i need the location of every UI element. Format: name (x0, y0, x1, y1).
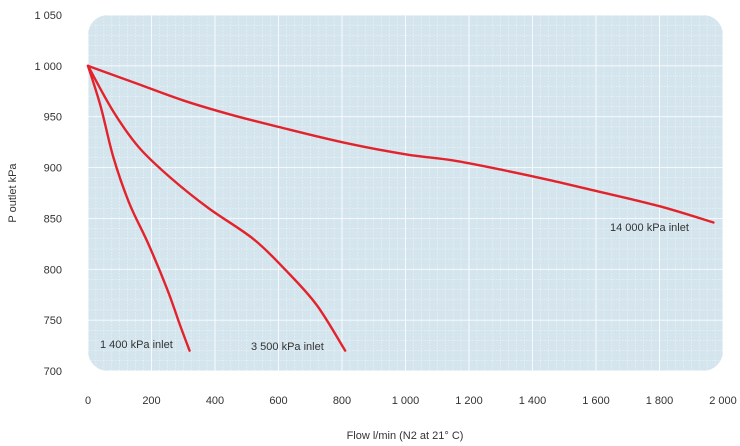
x-tick-label: 400 (206, 395, 224, 407)
series-14000-kpa-label: 14 000 kPa inlet (610, 222, 689, 234)
y-tick-label: 950 (44, 112, 62, 124)
x-tick-label: 0 (85, 395, 91, 407)
x-tick-label: 1 200 (455, 395, 483, 407)
x-tick-label: 1 800 (646, 395, 674, 407)
x-tick-label: 1 400 (519, 395, 547, 407)
x-tick-label: 1 000 (392, 395, 420, 407)
series-1400-kpa-line (86, 64, 191, 352)
series-labels: 1 400 kPa inlet 3 500 kPa inlet 14 000 kPa… (100, 222, 689, 353)
grid (88, 15, 723, 371)
y-axis-ticks: 700 750 800 850 900 950 1 000 1 050 (34, 10, 62, 378)
y-tick-label: 750 (44, 315, 62, 327)
y-tick-label: 1 000 (34, 61, 62, 73)
x-tick-label: 800 (333, 395, 351, 407)
y-tick-label: 900 (44, 163, 62, 175)
x-tick-label: 200 (142, 395, 160, 407)
series-14000-kpa-line (86, 64, 715, 224)
y-axis-title: P outlet kPa (7, 163, 19, 223)
series-1400-kpa-label: 1 400 kPa inlet (100, 339, 173, 351)
x-tick-label: 600 (269, 395, 287, 407)
series-3500-kpa-line (86, 64, 347, 352)
y-tick-label: 1 050 (34, 10, 62, 22)
y-tick-label: 850 (44, 213, 62, 225)
x-tick-label: 1 600 (582, 395, 610, 407)
y-tick-label: 700 (44, 366, 62, 378)
x-axis-title: Flow l/min (N2 at 21° C) (347, 430, 464, 442)
x-axis-ticks: 0 200 400 600 800 1 000 1 200 1 400 1 600 1 800 2 … (85, 395, 737, 407)
series-3500-kpa-label: 3 500 kPa inlet (251, 341, 324, 353)
series-layer (86, 64, 715, 352)
y-tick-label: 800 (44, 264, 62, 276)
x-tick-label: 2 000 (709, 395, 737, 407)
